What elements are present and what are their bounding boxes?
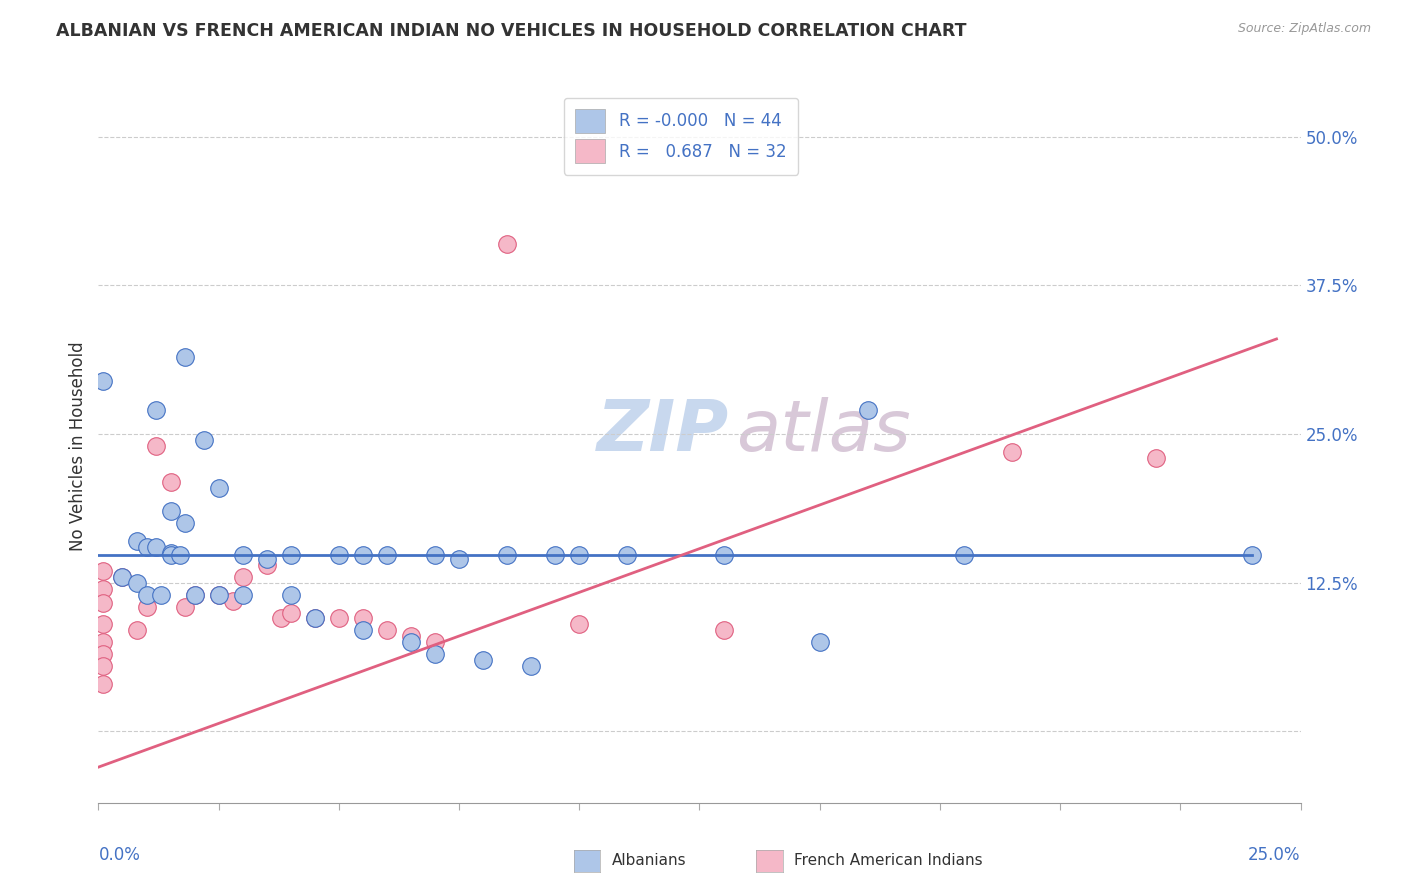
Point — [125, 624, 148, 638]
Point — [91, 647, 114, 661]
Point — [159, 546, 181, 560]
Point — [568, 549, 591, 563]
Text: Albanians: Albanians — [612, 854, 686, 868]
Text: Source: ZipAtlas.com: Source: ZipAtlas.com — [1237, 22, 1371, 36]
Point — [423, 647, 446, 661]
Point — [399, 635, 422, 649]
Point — [713, 549, 735, 563]
Point — [145, 403, 167, 417]
Text: atlas: atlas — [735, 397, 910, 467]
Point — [232, 588, 254, 602]
Point — [135, 540, 157, 554]
Point — [91, 596, 114, 610]
Point — [713, 624, 735, 638]
Point — [174, 516, 197, 531]
Point — [1241, 549, 1264, 563]
Point — [183, 588, 205, 602]
Text: ZIP: ZIP — [598, 397, 730, 467]
Point — [193, 433, 215, 447]
Point — [423, 635, 446, 649]
Point — [423, 549, 446, 563]
Point — [328, 611, 350, 625]
Point — [208, 588, 231, 602]
Point — [256, 558, 278, 572]
Point — [1001, 445, 1024, 459]
Point — [111, 570, 134, 584]
Point — [222, 593, 245, 607]
Point — [352, 624, 374, 638]
Point — [174, 599, 197, 614]
Point — [159, 475, 181, 489]
Point — [496, 549, 519, 563]
Point — [91, 635, 114, 649]
Point — [159, 504, 181, 518]
Point — [1144, 450, 1167, 465]
Point — [169, 549, 191, 563]
Point — [568, 617, 591, 632]
Point — [125, 534, 148, 549]
Point — [375, 549, 398, 563]
Point — [125, 575, 148, 590]
Text: ALBANIAN VS FRENCH AMERICAN INDIAN NO VEHICLES IN HOUSEHOLD CORRELATION CHART: ALBANIAN VS FRENCH AMERICAN INDIAN NO VE… — [56, 22, 967, 40]
Point — [91, 582, 114, 596]
Point — [256, 552, 278, 566]
Point — [856, 403, 879, 417]
Point — [280, 606, 302, 620]
Y-axis label: No Vehicles in Household: No Vehicles in Household — [69, 341, 87, 551]
Point — [270, 611, 292, 625]
Point — [375, 624, 398, 638]
Point — [208, 481, 231, 495]
Text: French American Indians: French American Indians — [794, 854, 983, 868]
Point — [208, 588, 231, 602]
Point — [496, 236, 519, 251]
Point — [280, 588, 302, 602]
Point — [447, 552, 470, 566]
Point — [544, 549, 567, 563]
Point — [808, 635, 831, 649]
Point — [183, 588, 205, 602]
Text: 0.0%: 0.0% — [98, 846, 141, 863]
Point — [111, 570, 134, 584]
Point — [91, 659, 114, 673]
Point — [304, 611, 326, 625]
Point — [232, 549, 254, 563]
Point — [520, 659, 543, 673]
Point — [616, 549, 638, 563]
Point — [352, 549, 374, 563]
Point — [159, 549, 181, 563]
Point — [149, 588, 172, 602]
Point — [399, 629, 422, 643]
Point — [145, 439, 167, 453]
Point — [135, 588, 157, 602]
Point — [91, 374, 114, 388]
Point — [953, 549, 976, 563]
Legend: R = -0.000   N = 44, R =   0.687   N = 32: R = -0.000 N = 44, R = 0.687 N = 32 — [564, 97, 797, 175]
Point — [328, 549, 350, 563]
Point — [352, 611, 374, 625]
Point — [280, 549, 302, 563]
Point — [91, 617, 114, 632]
Point — [304, 611, 326, 625]
Point — [232, 570, 254, 584]
Point — [174, 350, 197, 364]
Point — [135, 599, 157, 614]
Point — [91, 564, 114, 578]
Point — [91, 677, 114, 691]
Text: 25.0%: 25.0% — [1249, 846, 1301, 863]
Point — [472, 653, 495, 667]
Point — [145, 540, 167, 554]
